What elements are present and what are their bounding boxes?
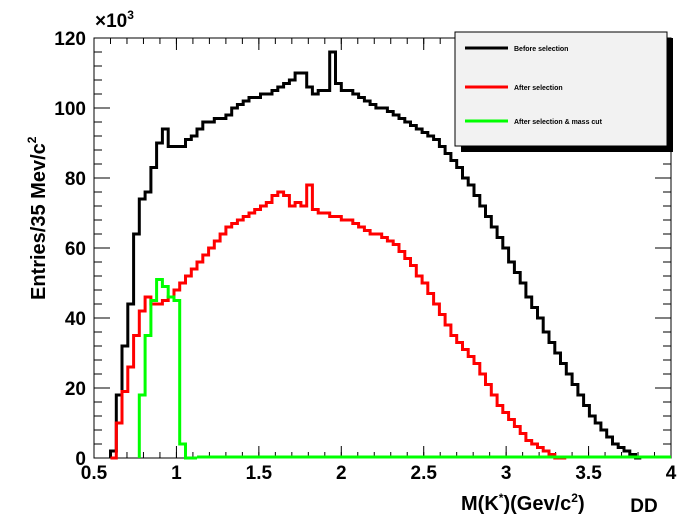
y-axis-label: Entries/35 Mev/c2 (25, 136, 50, 300)
x-tick-label: 1 (171, 463, 182, 484)
y-tick-label: 80 (65, 169, 86, 190)
x-axis-label: M(K*)(Gev/c2) (461, 491, 585, 515)
y-tick-label: 100 (54, 99, 86, 120)
x-tick-label: 3.5 (575, 463, 602, 484)
x-axis-label-main: M(K (461, 493, 499, 515)
x-tick-label: 4 (666, 463, 677, 484)
after-selection-series (110, 183, 567, 460)
legend-label-after: After selection (514, 85, 563, 92)
x-axis-label-end: ) (578, 493, 585, 515)
legend-label-masscut: After selection & mass cut (514, 119, 603, 126)
series-group (109, 50, 671, 460)
y-tick-label: 40 (65, 309, 86, 330)
x-tick-label: 3 (501, 463, 512, 484)
y-tick-label: 0 (75, 449, 86, 470)
y-multiplier: ×103 (95, 8, 134, 32)
y-axis-label-sup: 2 (25, 136, 39, 143)
y-tick-label: 60 (65, 239, 86, 260)
x-tick-label: 1.5 (246, 463, 273, 484)
y-multiplier-base: ×10 (95, 11, 127, 32)
legend-label-before: Before selection (514, 46, 568, 53)
legend-box (454, 31, 668, 147)
x-axis-label-sup2: 2 (571, 491, 578, 505)
x-axis-label-mid: )(Gev/c (503, 493, 571, 515)
x-tick-label: 2.5 (411, 463, 438, 484)
x-axis-label-sup1: * (499, 491, 504, 505)
x-tick-label: 0.5 (81, 463, 108, 484)
y-multiplier-exp: 3 (127, 8, 134, 22)
before-selection-series (109, 50, 642, 460)
x-tick-label: 2 (336, 463, 347, 484)
y-tick-label: 20 (65, 379, 86, 400)
legend: Before selection After selection After s… (454, 31, 673, 152)
mass-cut-series (137, 278, 197, 460)
y-tick-label: 120 (54, 29, 86, 50)
y-axis-label-main: Entries/35 Mev/c (28, 143, 50, 300)
x-axis-label-suffix: DD (630, 496, 657, 517)
